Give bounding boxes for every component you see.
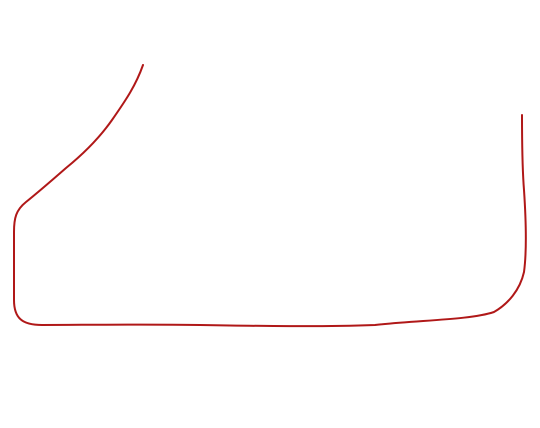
stroke — [13, 64, 527, 328]
